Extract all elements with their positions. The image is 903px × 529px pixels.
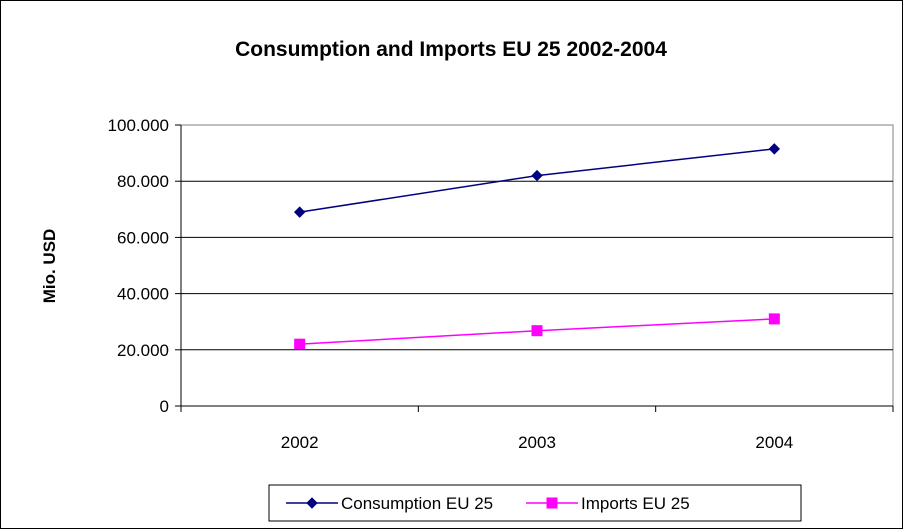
y-tick-label: 60.000 xyxy=(117,228,169,247)
data-point xyxy=(768,313,780,325)
plot-area: 0 20.000 40.000 60.000 80.000 100.000 2002 2003… xyxy=(108,116,894,452)
data-point xyxy=(294,338,306,350)
x-tick-label: 2002 xyxy=(281,433,319,452)
legend: Consumption EU 25 Imports EU 25 xyxy=(268,484,802,522)
legend-label: Imports EU 25 xyxy=(581,494,690,513)
data-point xyxy=(768,143,781,155)
legend-marker xyxy=(546,497,558,509)
legend-label: Consumption EU 25 xyxy=(341,494,493,513)
y-tick-label: 80.000 xyxy=(117,172,169,191)
x-tick-label: 2003 xyxy=(518,433,556,452)
y-tick-label: 40.000 xyxy=(117,285,169,304)
y-tick-label: 0 xyxy=(160,397,169,416)
data-point xyxy=(531,325,543,337)
x-tick-label: 2004 xyxy=(755,433,793,452)
y-tick-label: 20.000 xyxy=(117,341,169,360)
data-point xyxy=(293,206,306,218)
plot-border xyxy=(180,124,894,407)
chart-title: Consumption and Imports EU 25 2002-2004 xyxy=(235,38,667,61)
legend-marker xyxy=(306,497,318,509)
y-tick-label: 100.000 xyxy=(108,116,169,135)
y-axis-label: Mio. USD xyxy=(40,229,59,304)
data-point xyxy=(531,169,543,182)
